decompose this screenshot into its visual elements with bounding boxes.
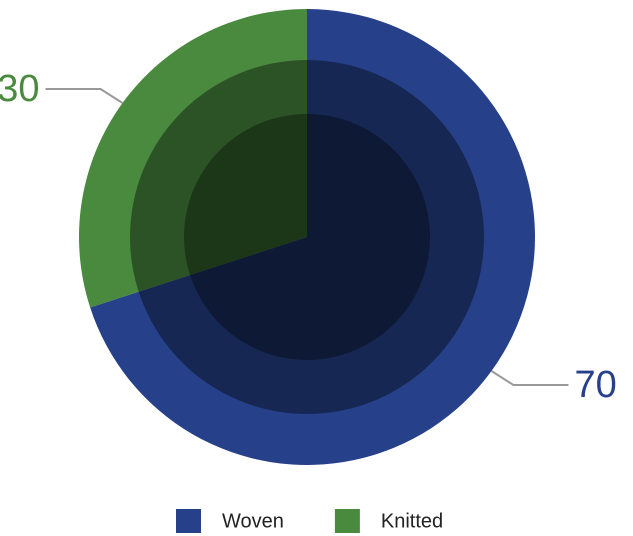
value-label: 30 [0, 68, 40, 110]
pie-slice [90, 9, 535, 465]
value-label: 70 [574, 364, 616, 406]
leader-line [45, 87, 124, 104]
leader-line [490, 370, 569, 387]
legend-label: Knitted [381, 510, 443, 532]
legend-swatch [334, 509, 360, 533]
legend-swatch [176, 509, 201, 533]
shade-ring [130, 60, 484, 414]
shade-core [184, 114, 430, 360]
pie-slice [78, 9, 307, 308]
legend-label: Woven [222, 510, 284, 532]
